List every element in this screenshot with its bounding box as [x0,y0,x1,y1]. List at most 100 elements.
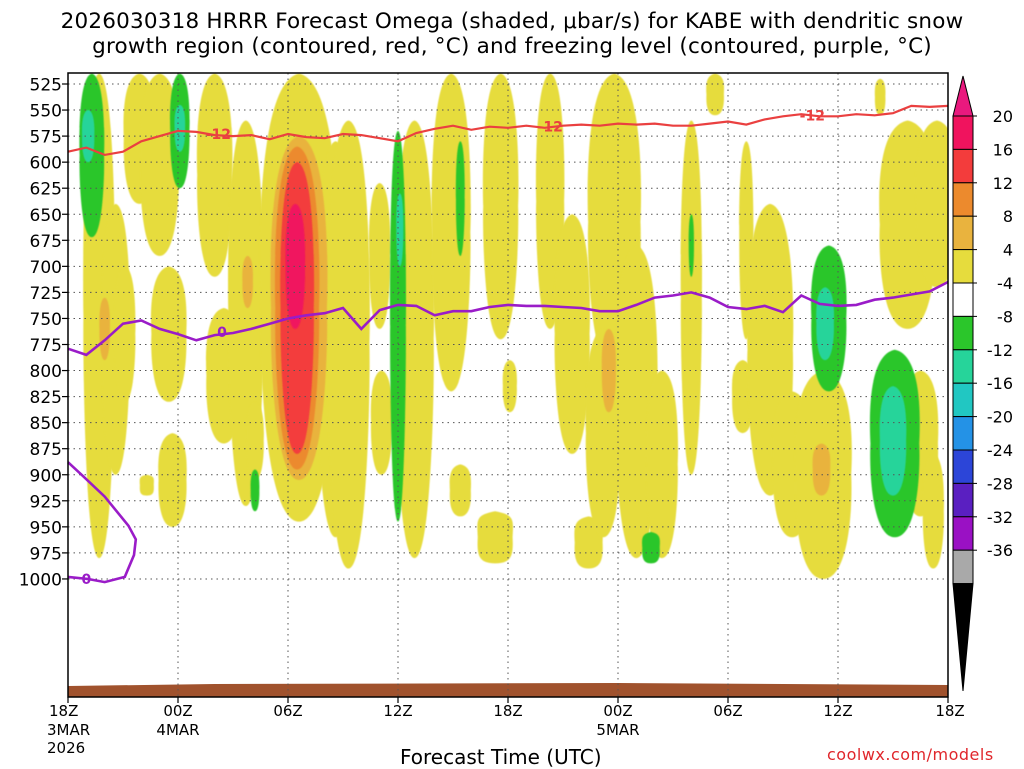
y-tick-label: 775 [30,336,62,356]
y-tick-label: 900 [30,466,62,486]
omega-region [874,78,886,116]
freezing-contour-label: 0 [217,325,227,341]
x-tick-label: 18Z [493,702,522,720]
omega-region [922,453,945,569]
x-tick-label: 06Z [713,702,742,720]
y-tick-label: 750 [30,310,62,330]
colorbar-label: -16 [987,374,1013,393]
colorbar-swatch [952,449,974,484]
omega-region [688,214,695,277]
colorbar-swatch [952,215,974,251]
omega-region [81,110,95,163]
x-axis-label: Forecast Time (UTC) [400,745,602,769]
colorbar-label: 8 [1003,207,1013,226]
omega-region [174,104,186,152]
dgz-contour-label: -12 [800,108,825,124]
omega-region [396,193,404,267]
omega-region [915,120,948,288]
x-tick-label: 12Z [823,702,852,720]
colorbar-label: -32 [987,508,1013,527]
omega-region [431,73,471,392]
y-tick-label: 875 [30,440,62,460]
colorbar-swatch [952,182,974,217]
dgz-contour-label: -12 [206,127,231,143]
y-tick-label: 725 [30,284,62,304]
colorbar-swatch [952,382,974,418]
freezing-contour-label: 0 [81,572,91,588]
omega-region [242,255,254,309]
colorbar-swatch [952,249,974,284]
dgz-contour-label: -12 [538,120,563,136]
y-tick-label: 950 [30,518,62,538]
colorbar-label: -28 [987,474,1013,493]
y-tick-label: 975 [30,544,62,564]
x-tick-label: 18Z [935,702,964,720]
colorbar: 20 16 12 8 4 -4 -8 -12 -16 -20 -24 -28 -32 -36 [952,75,1013,692]
omega-region [601,328,616,413]
omega-region [140,73,180,256]
omega-region [285,203,306,329]
y-tick-label: 850 [30,414,62,434]
colorbar-swatch [952,148,974,184]
colorbar-swatch [952,349,974,384]
colorbar-label: -24 [987,441,1013,460]
colorbar-swatch [952,549,974,585]
colorbar-swatch [952,115,974,150]
y-tick-label: 675 [30,232,62,252]
omega-region [139,474,154,496]
colorbar-swatch [952,282,974,317]
y-tick-label: 650 [30,206,62,226]
chart-title-line-1: 2026030318 HRRR Forecast Omega (shaded, … [60,9,964,34]
omega-region [151,266,187,402]
colorbar-arrow-bottom [952,583,974,692]
omega-region [642,532,660,564]
colorbar-swatch [952,315,974,351]
colorbar-label: 20 [993,107,1013,126]
colorbar-arrow-top [952,75,974,117]
y-tick-label: 925 [30,492,62,512]
x-tick-label: 06Z [273,702,302,720]
y-axis: 525 550 575 600 625 650 675 700 725 750 775 800 825 8… [19,76,68,590]
x-tick-label: 18Z [49,702,78,720]
site-credit: coolwx.com/models [827,745,994,764]
y-tick-label: 550 [30,102,62,122]
omega-region [99,297,111,361]
omega-region [368,182,391,329]
colorbar-swatch [952,482,974,518]
colorbar-label: -4 [997,274,1013,293]
omega-region [114,266,136,402]
omega-region [455,141,465,256]
freezing-level-lower-contour [67,461,138,584]
y-tick-label: 1000 [19,570,62,590]
colorbar-swatch [952,416,974,451]
y-tick-label: 825 [30,388,62,408]
colorbar-label: -36 [987,541,1013,560]
omega-region [196,73,233,277]
x-tick-date: 5MAR [596,721,639,739]
contours: -12 -12 -12 0 0 [67,104,949,588]
colorbar-label: -20 [987,408,1013,427]
x-tick-label: 00Z [163,702,192,720]
freezing-level-contour [67,280,949,357]
chart-title-line-2: growth region (contoured, red, °C) and f… [92,34,932,59]
omega-region [812,443,831,496]
colorbar-label: -8 [997,307,1013,326]
colorbar-label: 16 [993,140,1013,159]
grid-lines [68,73,948,697]
colorbar-label: 12 [993,174,1013,193]
colorbar-label: 4 [1003,241,1013,260]
omega-region [246,401,264,480]
colorbar-swatch [952,516,974,551]
y-tick-label: 600 [30,154,62,174]
omega-region [477,511,513,564]
x-tick-date: 3MAR [47,721,90,739]
y-tick-label: 800 [30,362,62,382]
omega-region [554,214,590,454]
omega-region [680,120,703,475]
colorbar-label: -12 [987,341,1013,360]
omega-region [816,287,835,361]
x-tick-label: 00Z [603,702,632,720]
x-tick-label: 12Z [383,702,412,720]
